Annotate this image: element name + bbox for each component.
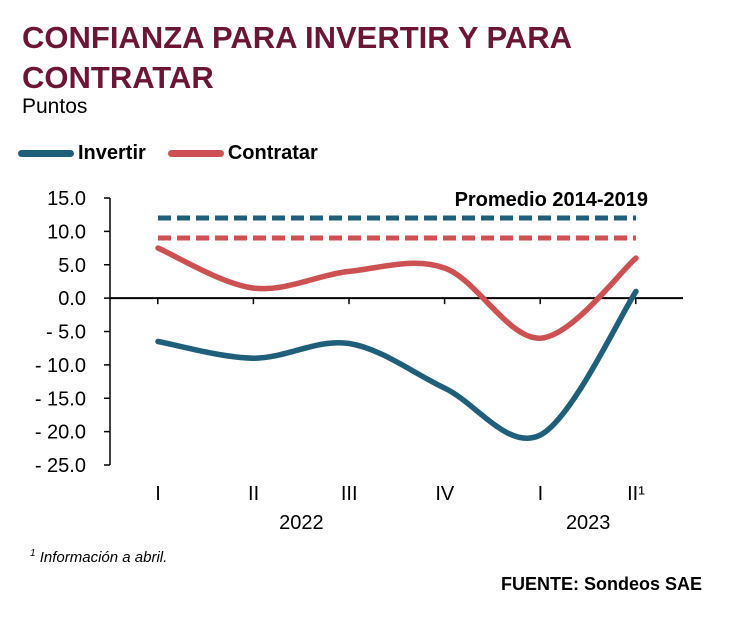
- chart-title: CONFIANZA PARA INVERTIR Y PARA CONTRATAR: [22, 20, 571, 95]
- y-tick-label: - 15.0: [35, 388, 86, 410]
- x-tick-label: IV: [435, 483, 455, 505]
- x-tick-label: I: [155, 483, 161, 505]
- x-tick-label: II: [248, 483, 259, 505]
- footnote-mark: 1: [30, 548, 36, 559]
- year-label: 2023: [566, 512, 611, 534]
- y-tick-label: - 5.0: [46, 322, 86, 344]
- year-label: 2022: [279, 512, 324, 534]
- legend-item-contratar: Contratar: [167, 141, 318, 165]
- y-unit-label: Puntos: [22, 95, 88, 118]
- legend-swatch-invertir: [18, 149, 74, 157]
- y-tick-label: 5.0: [58, 255, 86, 277]
- x-tick-label: I: [538, 483, 544, 505]
- series-line-invertir: [155, 288, 639, 441]
- y-tick-label: - 10.0: [35, 355, 86, 377]
- average-label: Promedio 2014-2019: [455, 189, 648, 211]
- y-tick-label: 15.0: [47, 188, 86, 210]
- y-tick-label: 0.0: [58, 288, 86, 310]
- y-tick-label: 10.0: [47, 221, 86, 243]
- legend-swatch-contratar: [167, 149, 224, 157]
- legend-label-contratar: Contratar: [227, 141, 318, 164]
- source-note: FUENTE: Sondeos SAE: [500, 574, 702, 594]
- footnote: 1 Información a abril.: [30, 548, 167, 566]
- series-line-contratar: [155, 245, 639, 341]
- x-tick-label: III: [341, 483, 358, 505]
- y-tick-label: - 25.0: [35, 455, 86, 477]
- x-tick-label: II¹: [627, 483, 645, 505]
- legend: Invertir Contratar: [18, 140, 340, 166]
- y-tick-label: - 20.0: [35, 422, 86, 444]
- footnote-text: Información a abril.: [35, 549, 168, 566]
- legend-label-invertir: Invertir: [78, 141, 146, 164]
- legend-item-invertir: Invertir: [18, 142, 146, 165]
